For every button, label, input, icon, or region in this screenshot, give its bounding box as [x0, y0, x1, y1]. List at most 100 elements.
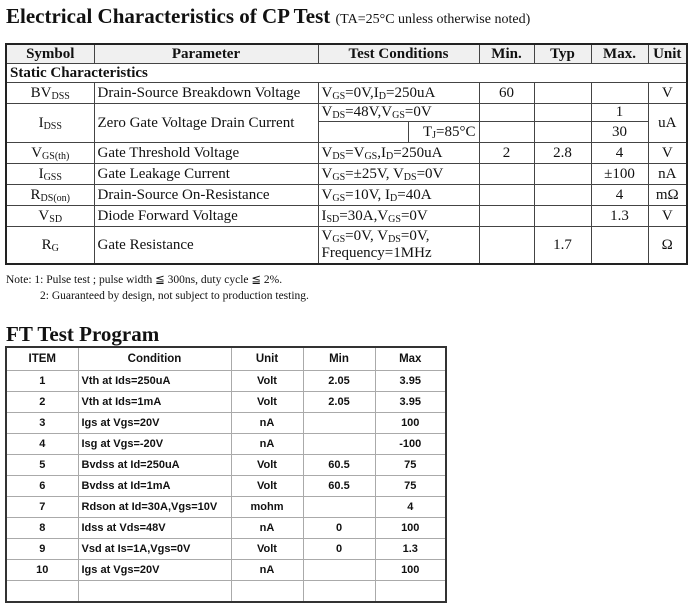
parameter-cell: Zero Gate Voltage Drain Current [93, 103, 319, 143]
min-cell [478, 163, 535, 185]
min-cell: 2.05 [302, 370, 376, 392]
subscript: D [378, 90, 386, 102]
min-cell: 2.05 [302, 391, 376, 413]
condition-cell: VGS=±25V, VDS=0V [317, 163, 480, 185]
symbol-cell: VSD [5, 205, 95, 227]
parameter-cell: Gate Threshold Voltage [93, 142, 319, 164]
condition-cell: VGS=0V, VDS=0V, Frequency=1MHz [317, 226, 480, 265]
unit-cell: V [647, 82, 688, 104]
condition-cell: Rdson at Id=30A,Vgs=10V [77, 496, 232, 518]
max-cell [590, 226, 649, 265]
condition-cell: TJ=85°C [407, 121, 480, 143]
table-row: 7 Rdson at Id=30A,Vgs=10V mohm 4 [5, 496, 447, 518]
item-cell: 5 [5, 454, 79, 476]
max-cell: 3.95 [374, 370, 447, 392]
text-segment: ,I [377, 144, 386, 161]
table-row: VSD Diode Forward Voltage ISD=30A,VGS=0V 1.… [5, 205, 688, 227]
table-row: RG Gate Resistance VGS=0V, VDS=0V, Frequenc… [5, 226, 688, 265]
subscript: GS [392, 110, 405, 121]
item-cell: 9 [5, 538, 79, 560]
table-row: 10 Igs at Vgs=20V nA 100 [5, 559, 447, 581]
condition-cell: Igs at Vgs=20V [77, 412, 232, 434]
subscript: GS [332, 90, 346, 102]
text-segment: =0V,I [345, 84, 379, 101]
max-cell: 3.95 [374, 391, 447, 413]
text-segment: V [321, 228, 333, 244]
column-header: Parameter [93, 43, 319, 64]
typ-cell [533, 184, 592, 206]
min-cell [302, 496, 376, 518]
min-cell: 60.5 [302, 475, 376, 497]
unit-cell: nA [230, 433, 304, 455]
table-row: VGS(th) Gate Threshold Voltage VDS=VGS,ID=… [5, 142, 688, 164]
condition-cell: Bvdss at Id=1mA [77, 475, 232, 497]
title-text: Electrical Characteristics of CP Test [6, 4, 331, 28]
unit-cell: Volt [230, 391, 304, 413]
item-cell [5, 580, 79, 603]
symbol-cell: IDSS [5, 103, 95, 143]
subscript: DSS [51, 90, 70, 102]
condition-cell: VGS=0V,ID=250uA [317, 82, 480, 104]
text-segment: =85°C [436, 123, 476, 140]
unit-cell: nA [230, 412, 304, 434]
table-row: 4 Isg at Vgs=-20V nA -100 [5, 433, 447, 455]
typ-cell [533, 82, 592, 104]
table-row: BVDSS Drain-Source Breakdown Voltage VGS=0… [5, 82, 688, 104]
max-cell: -100 [374, 433, 447, 455]
text-segment: =40A [397, 186, 432, 203]
text-segment: =0V [400, 207, 428, 224]
max-cell: 75 [374, 454, 447, 476]
column-header: ITEM [5, 346, 79, 371]
typ-cell: 1.7 [533, 226, 592, 265]
title-subtitle: (TA=25°C unless otherwise noted) [335, 12, 531, 27]
subscript: GS [364, 150, 378, 162]
min-cell: 0 [302, 538, 376, 560]
subscript: DS(on) [40, 192, 70, 204]
max-cell: 100 [374, 412, 447, 434]
text-segment: V [321, 165, 333, 182]
column-header: Unit [230, 346, 304, 371]
unit-cell: nA [647, 163, 688, 185]
table-row: 9 Vsd at Is=1A,Vgs=0V Volt 0 1.3 [5, 538, 447, 560]
column-header: Min. [478, 43, 535, 64]
text-segment: T [422, 123, 433, 140]
column-header: Max. [590, 43, 649, 64]
min-cell [302, 433, 376, 455]
subscript: GS [332, 171, 346, 183]
typ-cell [533, 205, 592, 227]
subscript: DS [403, 171, 417, 183]
electrical-characteristics-table: Symbol Parameter Test Conditions Min. Typ Max… [5, 43, 688, 265]
min-cell [302, 580, 376, 603]
min-cell [478, 121, 535, 143]
text-segment: =250uA [385, 84, 436, 101]
column-header: Min [302, 346, 376, 371]
condition-cell: Bvdss at Id=250uA [77, 454, 232, 476]
unit-cell [230, 580, 304, 603]
subscript: GS [388, 213, 401, 225]
item-cell: 1 [5, 370, 79, 392]
symbol-cell: RDS(on) [5, 184, 95, 206]
unit-cell: mΩ [647, 184, 688, 206]
subscript: J [432, 129, 437, 141]
text-segment: =0V [416, 165, 444, 182]
subscript: D [390, 192, 398, 204]
text-segment: V [321, 104, 333, 121]
column-header: Symbol [5, 43, 95, 64]
max-cell: 4 [374, 496, 447, 518]
item-cell: 2 [5, 391, 79, 413]
ft-section-title: FT Test Program [6, 322, 160, 346]
text-segment: I [38, 114, 44, 131]
min-cell [478, 205, 535, 227]
item-cell: 10 [5, 559, 79, 581]
text-segment: =250uA [393, 144, 443, 161]
table-row: 1 Vth at Ids=250uA Volt 2.05 3.95 [5, 370, 447, 392]
unit-cell: Volt [230, 454, 304, 476]
typ-cell [533, 103, 592, 122]
text-segment: V [321, 186, 333, 203]
symbol-cell: BVDSS [5, 82, 95, 104]
condition-cell: VGS=10V, ID=40A [317, 184, 480, 206]
subscript: GS(th) [42, 150, 70, 162]
symbol-cell: IGSS [5, 163, 95, 185]
min-cell [302, 412, 376, 434]
unit-cell: mohm [230, 496, 304, 518]
